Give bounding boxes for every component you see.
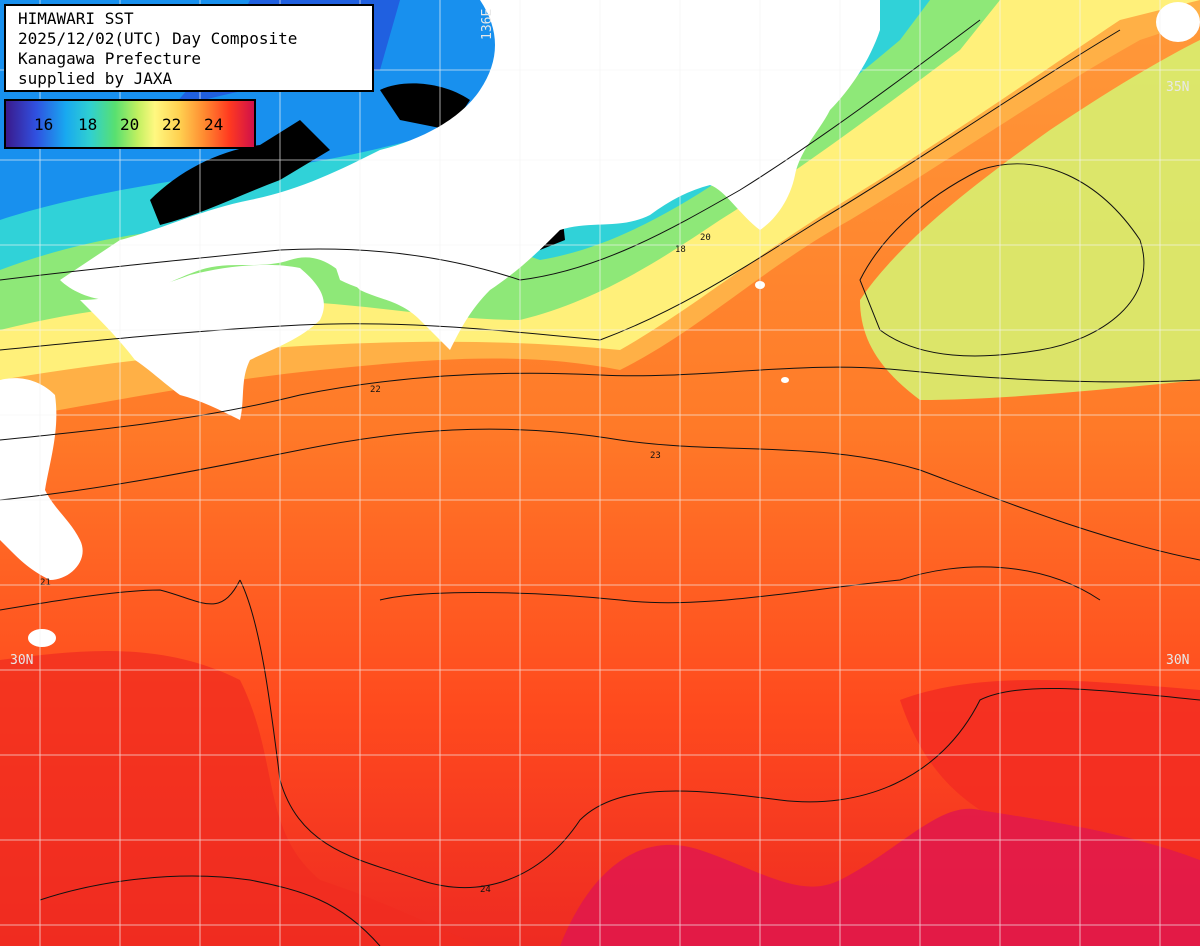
scale-tick-label: 16	[34, 115, 54, 134]
scale-tick-label: 24	[204, 115, 224, 134]
isotherm-labels: 22 23 24 20 21 18	[40, 233, 711, 895]
isotherm-label: 20	[700, 233, 711, 243]
land-shikoku	[80, 264, 324, 420]
isotherm-24	[39, 875, 381, 946]
map-title-box: HIMAWARI SST 2025/12/02(UTC) Day Composi…	[4, 4, 374, 92]
temperature-color-scale: 16 18 20 22 24	[4, 99, 256, 149]
scale-tick-label: 18	[78, 115, 98, 134]
title-line-agency: Kanagawa Prefecture	[18, 49, 202, 68]
isotherm-label: 23	[650, 451, 661, 461]
mild-area-northeast	[860, 40, 1200, 400]
land-kyushu	[0, 378, 83, 580]
scale-tick-label: 22	[162, 115, 182, 134]
land-island-2	[482, 154, 498, 182]
warm-pocket-south	[560, 808, 1200, 946]
scale-tick-label: 20	[120, 115, 140, 134]
land-honshu	[60, 0, 880, 350]
lat-label-top-right: 35N	[1166, 80, 1190, 95]
land-island-4	[781, 377, 789, 383]
isotherm-label: 18	[675, 245, 686, 255]
lat-label-left: 30N	[10, 653, 34, 668]
lat-label-right: 30N	[1166, 653, 1190, 668]
isotherm-23-west	[0, 579, 241, 611]
no-data-patch-2	[380, 83, 470, 130]
title-line-supplier: supplied by JAXA	[18, 69, 173, 88]
isotherm-23	[0, 428, 1200, 561]
land-island-5	[1156, 2, 1200, 42]
warm-pocket-east	[900, 680, 1200, 860]
isotherm-label: 24	[480, 885, 491, 895]
land-kii	[330, 238, 424, 292]
isotherm-22-northeast	[859, 163, 1145, 357]
no-data-patch-1	[150, 120, 330, 225]
lon-label-top: 136E	[480, 8, 495, 40]
isotherm-label: 22	[370, 385, 381, 395]
isotherm-23-mid	[379, 566, 1101, 604]
title-line-date: 2025/12/02(UTC) Day Composite	[18, 29, 298, 48]
land-island-1	[28, 629, 56, 647]
title-line-product: HIMAWARI SST	[18, 9, 134, 28]
isotherm-label: 21	[40, 578, 51, 588]
